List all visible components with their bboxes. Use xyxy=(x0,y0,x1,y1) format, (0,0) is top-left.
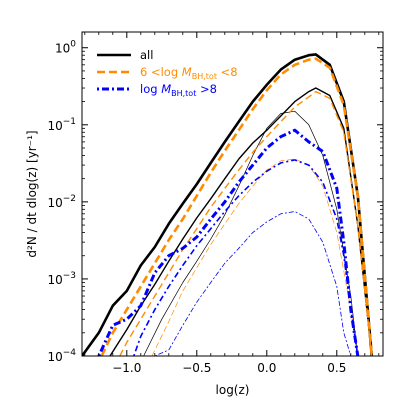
series-high-thick xyxy=(97,128,360,356)
series-all-thin xyxy=(143,110,359,356)
ticks-layer: −1.0 −0.5 0.0 0.5 10−4 10−3 10−2 10−1 100 xyxy=(47,32,383,375)
series-all-medium xyxy=(109,87,373,356)
x-axis-label: log(z) xyxy=(216,383,250,397)
x-tick-label: −0.5 xyxy=(182,361,211,375)
series-mid-medium xyxy=(119,90,373,356)
y-tick-label: 10−3 xyxy=(47,271,76,287)
series-high-medium xyxy=(133,159,359,356)
series-high-thin xyxy=(154,211,352,356)
legend-label-all: all xyxy=(140,48,153,62)
x-tick-label: −1.0 xyxy=(112,361,141,375)
x-tick-label: 0.5 xyxy=(327,361,346,375)
y-tick-label: 10−2 xyxy=(47,194,76,210)
plot-frame xyxy=(81,31,384,357)
y-axis-label: d²N / dt dlog(z) [yr⁻¹] xyxy=(25,130,39,257)
y-tick-label: 10−4 xyxy=(47,348,76,364)
y-tick-label: 100 xyxy=(55,40,76,56)
series-all-thick xyxy=(82,53,374,356)
series-mid-thin xyxy=(151,158,359,356)
legend-label-mid: 6 <log MBH,tot <8 xyxy=(140,65,238,81)
x-tick-label: 0.0 xyxy=(257,361,276,375)
y-tick-label: 10−1 xyxy=(47,117,76,133)
series-mid-thick xyxy=(100,57,374,356)
series-layer xyxy=(82,53,374,356)
legend-label-high: log MBH,tot >8 xyxy=(140,82,217,98)
